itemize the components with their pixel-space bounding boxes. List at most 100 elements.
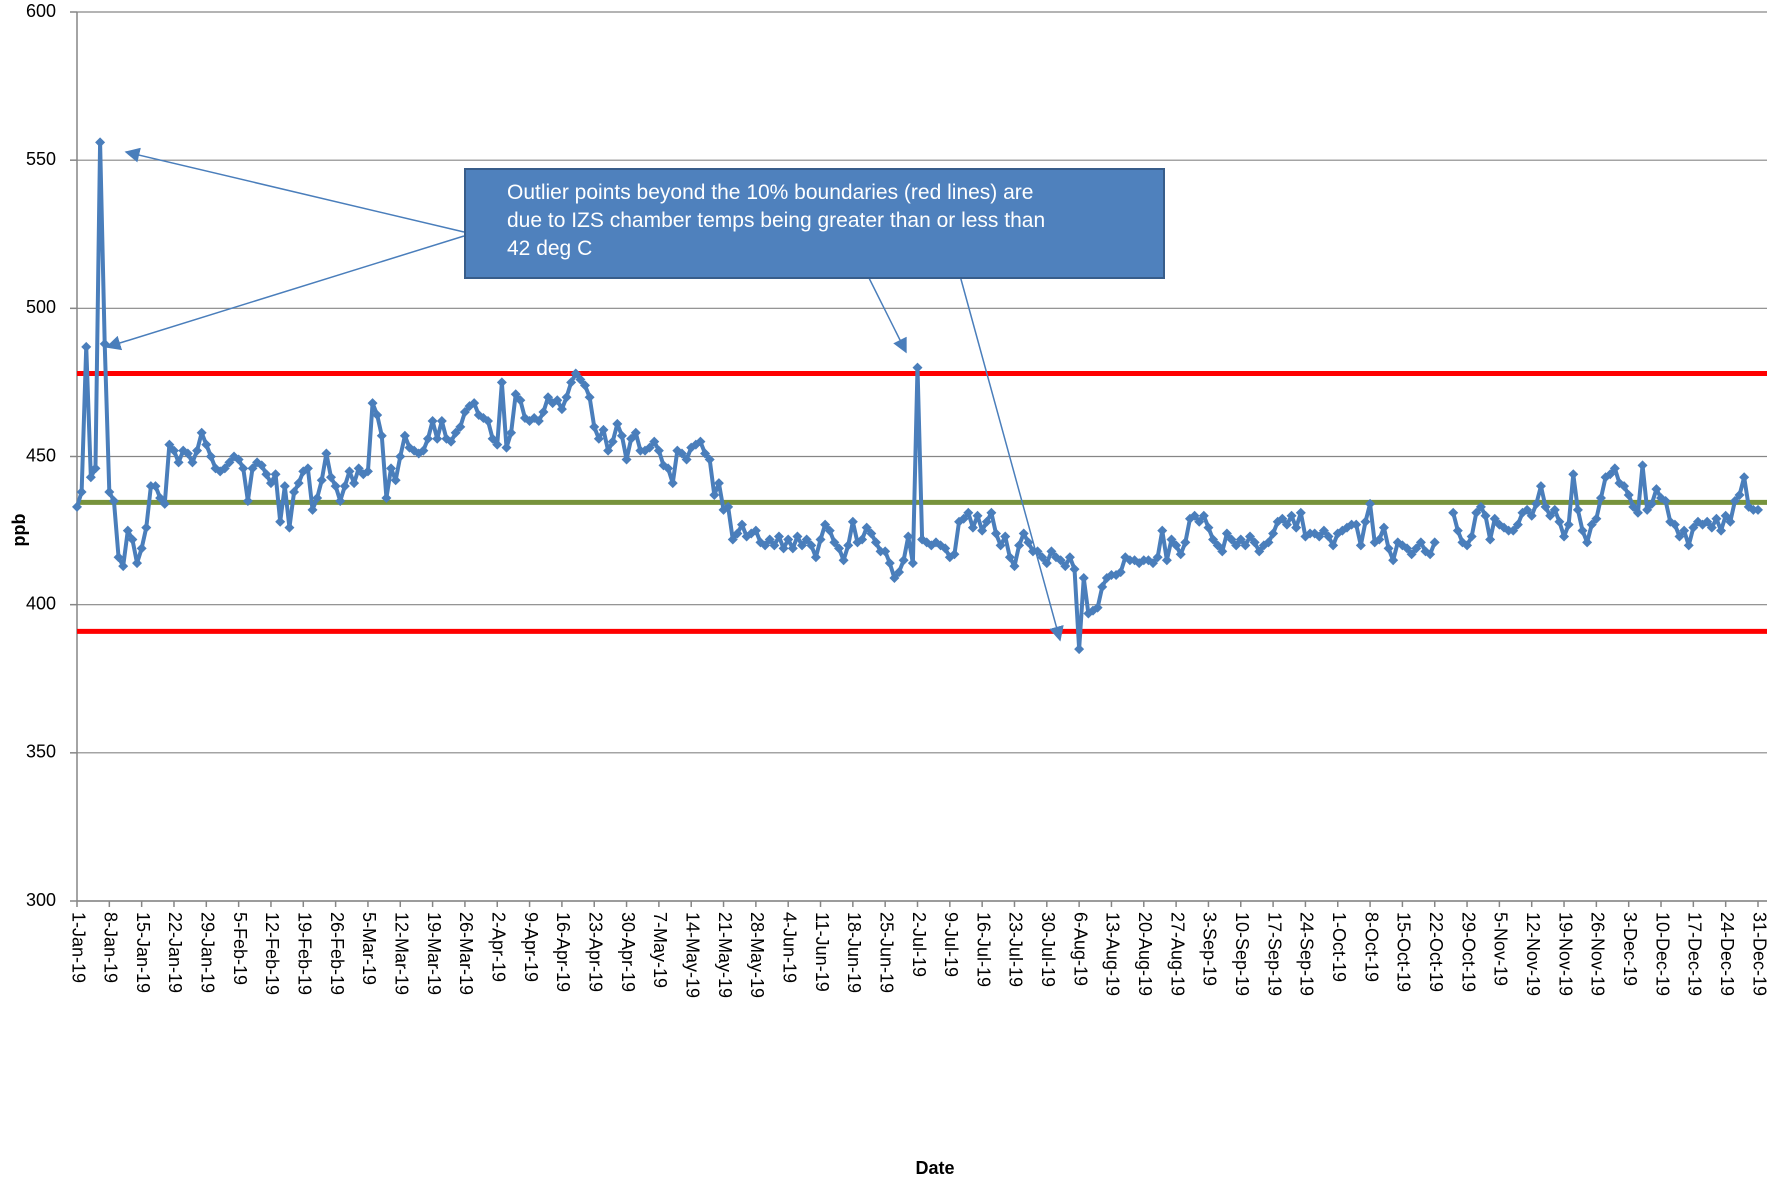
x-tick-label: 7-May-19 <box>650 912 670 988</box>
data-point <box>570 368 581 379</box>
data-point <box>455 421 466 432</box>
data-point <box>1166 534 1177 545</box>
data-point <box>436 415 447 426</box>
data-point <box>1023 537 1034 548</box>
data-point <box>1092 602 1103 613</box>
data-point <box>1198 510 1209 521</box>
data-point <box>1702 516 1713 527</box>
data-point <box>1277 513 1288 524</box>
x-axis-title: Date <box>915 1158 954 1178</box>
x-tick-label: 11-Jun-19 <box>812 912 832 992</box>
data-point <box>1531 498 1542 509</box>
data-point <box>349 478 360 489</box>
data-point <box>469 398 480 409</box>
data-point <box>1646 498 1657 509</box>
data-point <box>769 540 780 551</box>
x-tick-label: 16-Apr-19 <box>553 912 573 992</box>
data-point <box>1632 507 1643 518</box>
data-point <box>325 472 336 483</box>
data-point <box>1609 463 1620 474</box>
data-point <box>344 466 355 477</box>
data-point <box>1328 540 1339 551</box>
data-point <box>302 463 313 474</box>
data-point <box>681 454 692 465</box>
x-tick-label: 30-Jul-19 <box>1038 912 1058 987</box>
data-point <box>1711 513 1722 524</box>
data-point <box>972 510 983 521</box>
x-tick-label: 15-Oct-19 <box>1394 912 1414 992</box>
data-point <box>1064 552 1075 563</box>
data-point <box>1559 531 1570 542</box>
data-point <box>1157 525 1168 536</box>
x-tick-label: 26-Feb-19 <box>327 912 347 995</box>
x-tick-label: 24-Sep-19 <box>1297 912 1317 996</box>
data-point <box>1734 490 1745 501</box>
data-point <box>732 528 743 539</box>
data-point <box>1577 525 1588 536</box>
arrow <box>958 271 1064 642</box>
data-point <box>1586 519 1597 530</box>
data-point <box>1462 540 1473 551</box>
data-point <box>644 442 655 453</box>
data-point <box>381 492 392 503</box>
data-point <box>1217 546 1228 557</box>
data-point <box>1041 558 1052 569</box>
data-point <box>1249 537 1260 548</box>
data-point <box>1540 501 1551 512</box>
data-point <box>575 374 586 385</box>
data-point <box>1545 510 1556 521</box>
data-point <box>857 534 868 545</box>
x-tick-label: 1-Oct-19 <box>1329 912 1349 982</box>
data-point <box>589 421 600 432</box>
data-point <box>515 395 526 406</box>
data-point <box>270 469 281 480</box>
data-point <box>1208 534 1219 545</box>
data-point <box>132 558 143 569</box>
data-point <box>1582 537 1593 548</box>
data-point <box>1383 543 1394 554</box>
data-point <box>85 472 96 483</box>
data-point <box>173 457 184 468</box>
data-point <box>136 543 147 554</box>
data-point <box>1323 531 1334 542</box>
data-point <box>884 558 895 569</box>
data-point <box>1009 561 1020 572</box>
annotation-arrows <box>105 147 1064 642</box>
data-point <box>261 469 272 480</box>
data-point <box>1314 531 1325 542</box>
data-point <box>1471 507 1482 518</box>
data-point <box>510 389 521 400</box>
data-point <box>1194 516 1205 527</box>
data-point <box>727 534 738 545</box>
data-point <box>1628 501 1639 512</box>
data-point <box>1180 537 1191 548</box>
data-point <box>1466 531 1477 542</box>
data-point <box>626 433 637 444</box>
y-tick-label: 450 <box>26 445 56 465</box>
data-point <box>1568 469 1579 480</box>
data-point <box>427 415 438 426</box>
data-point <box>1175 549 1186 560</box>
data-point <box>390 475 401 486</box>
data-point <box>122 525 133 536</box>
annotation-box: Outlier points beyond the 10% boundaries… <box>464 168 1165 279</box>
data-point <box>1512 519 1523 530</box>
data-point <box>773 531 784 542</box>
data-point <box>395 451 406 462</box>
x-tick-label: 8-Oct-19 <box>1361 912 1381 982</box>
data-point <box>335 495 346 506</box>
data-point <box>196 427 207 438</box>
data-point <box>986 507 997 518</box>
data-point <box>367 398 378 409</box>
data-point <box>612 418 623 429</box>
x-tick-label: 29-Oct-19 <box>1458 912 1478 992</box>
data-point <box>838 555 849 566</box>
data-point <box>1152 552 1163 563</box>
data-point <box>192 445 203 456</box>
data-point <box>201 439 212 450</box>
data-point <box>556 404 567 415</box>
x-tick-label: 10-Sep-19 <box>1232 912 1252 996</box>
x-tick-label: 4-Jun-19 <box>779 912 799 983</box>
x-tick-label: 5-Nov-19 <box>1491 912 1511 986</box>
